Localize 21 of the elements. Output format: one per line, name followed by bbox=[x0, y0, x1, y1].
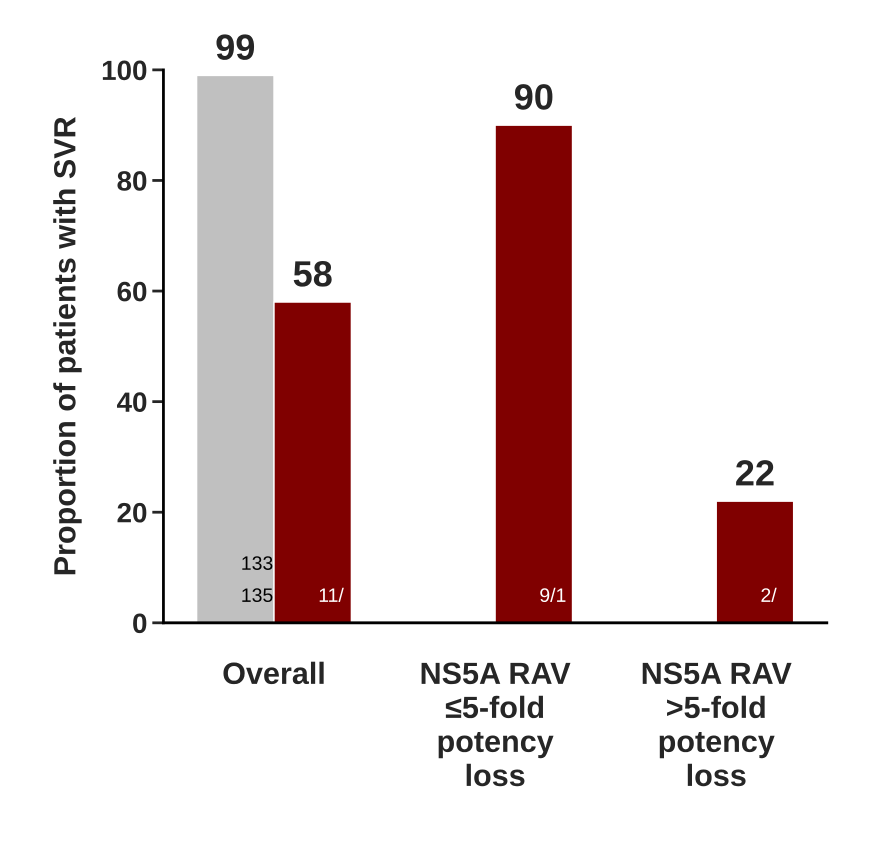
data-label: 22 bbox=[736, 460, 774, 486]
bar bbox=[494, 124, 574, 623]
data-label: 90 bbox=[514, 84, 552, 110]
x-tick-label: NS5A RAV ≤5-fold potency loss bbox=[422, 662, 570, 786]
data-label: 58 bbox=[294, 261, 332, 287]
annotation: 133 bbox=[242, 556, 272, 570]
bar bbox=[716, 500, 794, 623]
x-tick-label: Overall bbox=[223, 662, 324, 684]
annotation: 11/ bbox=[320, 588, 344, 602]
y-tick-label: 60 bbox=[118, 282, 146, 302]
y-tick-label: 0 bbox=[133, 613, 146, 634]
annotation: 135 bbox=[242, 588, 272, 602]
data-label: 99 bbox=[216, 34, 254, 60]
y-axis-title: Proportion of patients with SVR bbox=[53, 116, 82, 574]
annotation: 2/ bbox=[761, 588, 777, 602]
y-tick-label: 80 bbox=[117, 171, 146, 191]
y-tick-label: 40 bbox=[116, 392, 146, 412]
x-tick-label: NS5A RAV >5-fold potency loss bbox=[642, 662, 792, 786]
y-tick-label: 20 bbox=[118, 502, 146, 523]
annotation: 9/1 bbox=[540, 588, 566, 602]
y-tick-label: 100 bbox=[102, 60, 146, 80]
